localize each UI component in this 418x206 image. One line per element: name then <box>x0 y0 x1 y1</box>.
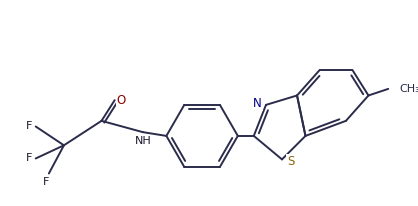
Text: F: F <box>26 153 32 163</box>
Text: F: F <box>26 122 32 131</box>
Text: O: O <box>117 94 126 107</box>
Text: S: S <box>287 155 294 168</box>
Text: NH: NH <box>135 136 151 146</box>
Text: F: F <box>43 177 49 187</box>
Text: CH₃: CH₃ <box>400 84 418 94</box>
Text: N: N <box>253 97 262 110</box>
